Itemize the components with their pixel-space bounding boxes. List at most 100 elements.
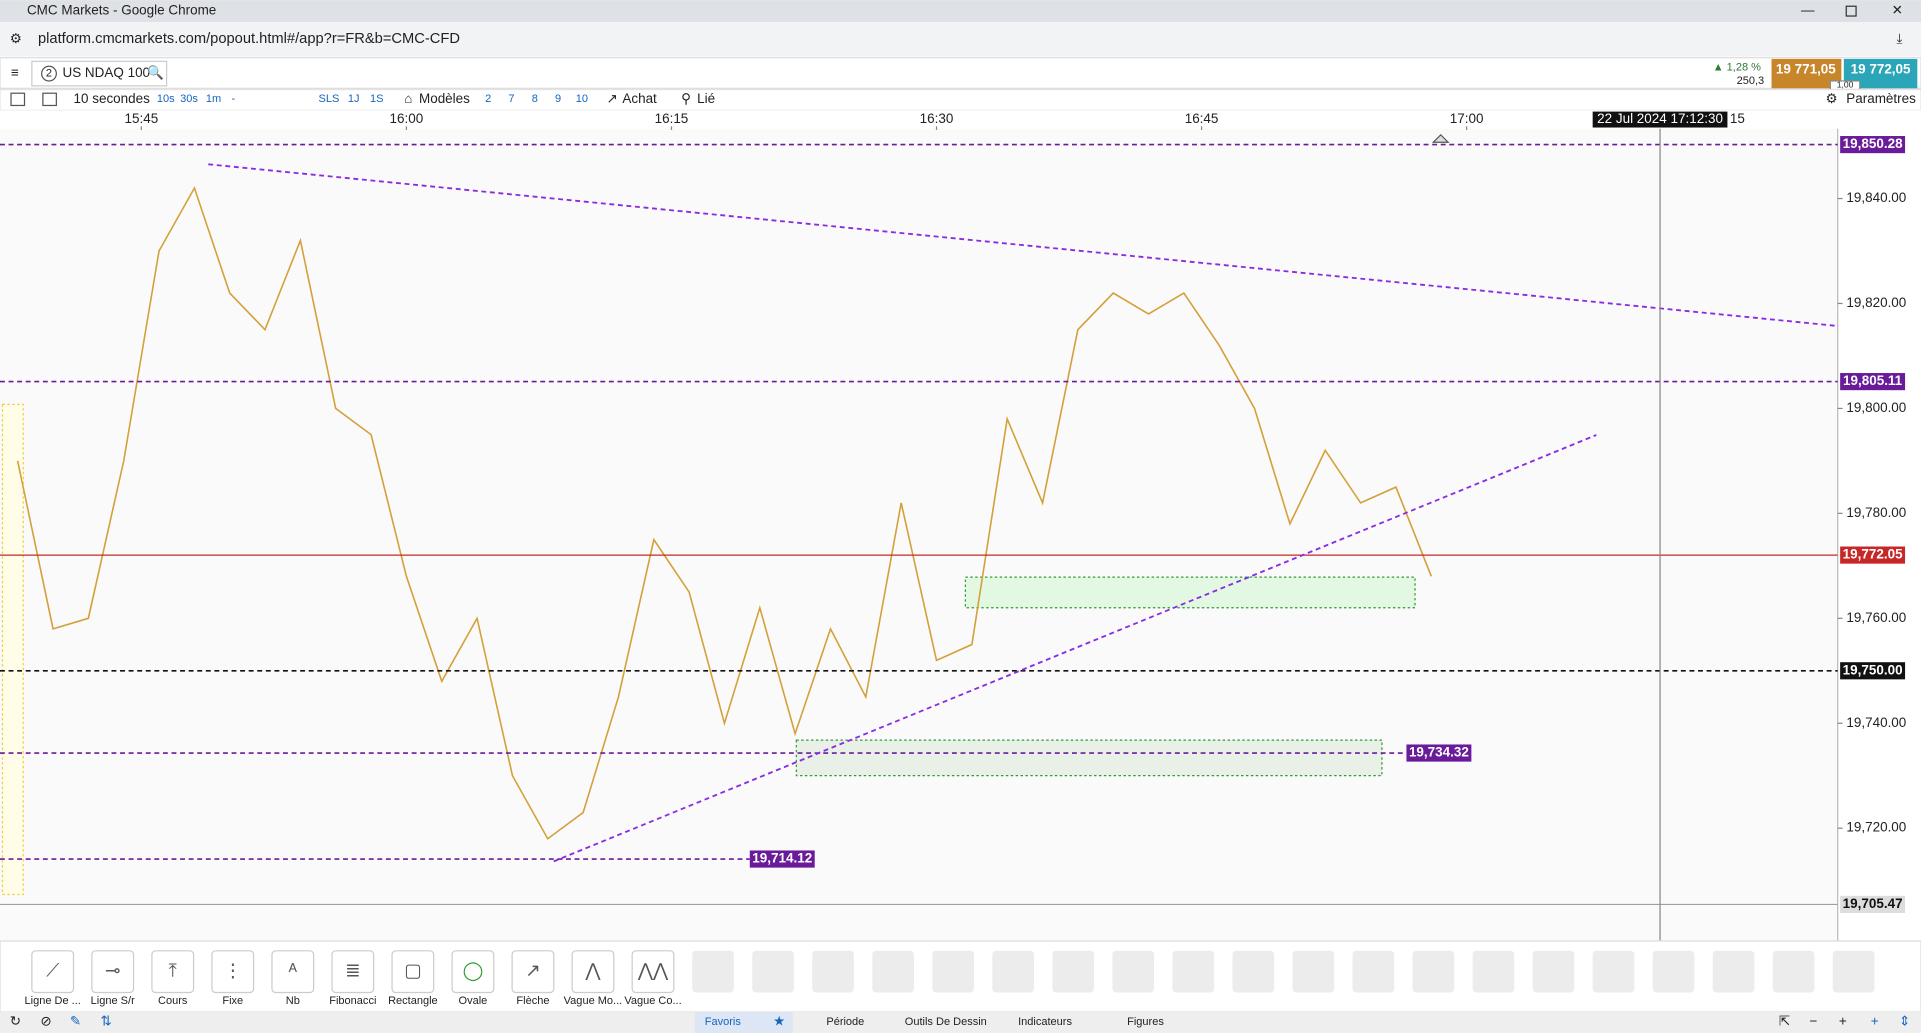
empty-slot — [1352, 950, 1395, 993]
number-button[interactable]: 9 — [555, 93, 561, 105]
tool-button[interactable] — [211, 950, 255, 994]
number-button[interactable]: 7 — [508, 93, 514, 105]
tab[interactable]: Figures — [1127, 1016, 1164, 1028]
number-buttons: 2 7 8 9 10 — [485, 93, 588, 105]
cancel[interactable]: ⊘ — [40, 1013, 51, 1028]
x-tick-label: 16:45 — [1185, 111, 1219, 126]
tool-button[interactable] — [151, 950, 195, 994]
favorite-star: ★ — [773, 1013, 785, 1028]
badge-number: 2 — [46, 68, 52, 80]
tool-label: Vague Co... — [624, 995, 681, 1007]
tool-label: Cours — [158, 995, 188, 1007]
tool-label: Fibonacci — [329, 995, 376, 1007]
maximize[interactable] — [1845, 5, 1857, 17]
menu[interactable]: ≡ — [11, 65, 19, 80]
tool-button[interactable] — [331, 950, 375, 994]
tool-button[interactable] — [31, 950, 75, 994]
search[interactable]: 🔍 — [147, 63, 164, 80]
minimize[interactable]: — — [1801, 3, 1815, 18]
tool-button[interactable] — [571, 950, 615, 994]
chart: 15:45 16:00 16:15 16:30 16:45 17:00 19,840.00 1… — [0, 111, 1906, 914]
tool-icon: ↗ — [525, 959, 540, 980]
empty-slot — [1652, 950, 1695, 993]
tool-button[interactable] — [91, 950, 135, 994]
number-button[interactable]: 10 — [576, 93, 588, 105]
interval-button[interactable]: 1m — [206, 93, 221, 105]
tab[interactable]: Outils De Dessin — [905, 1016, 987, 1028]
level-label: 19,772.05 — [1843, 547, 1903, 562]
tool-button[interactable] — [511, 950, 555, 994]
interval-button[interactable]: 1S — [370, 93, 383, 105]
linked[interactable]: Lié — [697, 91, 715, 106]
tool-icon: ⊸ — [105, 959, 120, 980]
y-tick-label: 19,800.00 — [1846, 400, 1906, 415]
buy[interactable]: Achat — [622, 91, 657, 106]
tool-label: Ligne De ... — [25, 995, 81, 1007]
refresh[interactable]: ↻ — [10, 1013, 21, 1028]
interval[interactable]: 10 secondes — [74, 91, 151, 106]
interval-button[interactable]: - — [232, 93, 236, 105]
level-label: 19,714.12 — [752, 851, 812, 866]
empty-slot — [692, 950, 734, 993]
tool-row — [0, 88, 1921, 111]
empty-slot — [1112, 950, 1155, 993]
site-info[interactable]: ⚙ — [10, 31, 22, 46]
interval-buttons: 10s 30s 1m - SLS 1J 1S — [157, 93, 384, 105]
grid-icon[interactable] — [42, 92, 57, 107]
level-label: 19,750.00 — [1843, 662, 1903, 677]
trendline — [208, 163, 1838, 327]
level-label-box — [1840, 895, 1906, 914]
level-label: 19,805.11 — [1843, 373, 1903, 388]
crosshair-tool[interactable]: + — [1871, 1013, 1879, 1028]
tab[interactable]: Indicateurs — [1018, 1016, 1072, 1028]
interval-button[interactable]: 30s — [180, 93, 198, 105]
empty-slot — [1232, 950, 1275, 993]
title-bar — [0, 0, 1921, 23]
zoom-in[interactable]: + — [1839, 1013, 1847, 1028]
tool-button[interactable] — [391, 950, 435, 994]
download[interactable]: ⤓ — [1896, 31, 1902, 46]
instrument-name: US NDAQ 100 — [62, 65, 150, 80]
tool-button[interactable] — [451, 950, 495, 994]
tool-label: Vague Mo... — [564, 995, 623, 1007]
level-label-box — [1840, 373, 1906, 391]
zoom-out[interactable]: − — [1810, 1013, 1818, 1028]
drawing-tools: ⟋ Ligne De ... ⊸ Ligne S/r ⤒ Cours ⋮ Fixe ᴬ Nb ≣ Fi… — [25, 950, 1875, 1007]
models[interactable]: Modèles — [419, 91, 470, 106]
url[interactable]: platform.cmcmarkets.com/popout.html#/app… — [38, 31, 460, 47]
x-tick-label: 16:30 — [920, 111, 954, 126]
settings[interactable]: Paramètres — [1846, 91, 1916, 106]
models-icon: ⌂ — [404, 91, 412, 106]
instrument-tab[interactable] — [31, 60, 168, 87]
y-tick-label: 19,760.00 — [1846, 610, 1906, 625]
tool-icon: ▢ — [404, 959, 421, 980]
pen[interactable]: ✎ — [70, 1013, 81, 1028]
buy-icon: ↗ — [606, 91, 617, 106]
level-label-box — [1406, 744, 1472, 762]
empty-slot — [1832, 950, 1875, 993]
tab[interactable]: Favoris — [705, 1016, 742, 1028]
layout-icon[interactable] — [10, 92, 26, 107]
x-tick-label: 16:00 — [390, 111, 424, 126]
number-button[interactable]: 2 — [485, 93, 491, 105]
empty-slot — [1292, 950, 1335, 993]
tool-button[interactable] — [271, 950, 315, 994]
scale-tool[interactable]: ⇕ — [1899, 1013, 1910, 1028]
tool-icon: ⤒ — [169, 959, 177, 980]
empty-slot — [1412, 950, 1455, 993]
interval-button[interactable]: 10s — [157, 93, 175, 105]
tool-icon: ⋀⋀ — [637, 959, 668, 980]
interval-button[interactable]: 1J — [348, 93, 360, 105]
x-tick-label: 16:15 — [655, 111, 689, 126]
ask: 19 772,05 — [1851, 62, 1911, 77]
tool-button[interactable] — [631, 950, 675, 994]
interval-button[interactable]: SLS — [319, 93, 340, 105]
link-icon: ⚲ — [681, 91, 691, 106]
close[interactable]: ✕ — [1892, 3, 1903, 18]
tab[interactable]: Période — [826, 1016, 864, 1028]
arrows[interactable]: ⇅ — [100, 1013, 111, 1028]
empty-slot — [992, 950, 1035, 993]
zoom-fit[interactable]: ⇱ — [1779, 1013, 1790, 1028]
number-button[interactable]: 8 — [532, 93, 538, 105]
